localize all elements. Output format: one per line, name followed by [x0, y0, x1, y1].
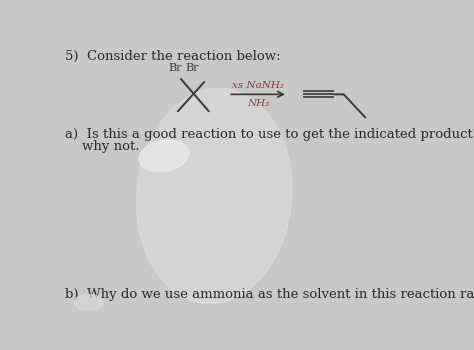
- Text: 5)  Consider the reaction below:: 5) Consider the reaction below:: [65, 50, 281, 63]
- Text: NH₃: NH₃: [247, 99, 269, 108]
- Text: xs NaNH₂: xs NaNH₂: [232, 81, 284, 90]
- Ellipse shape: [137, 89, 292, 303]
- Text: why not.: why not.: [65, 140, 140, 153]
- Text: b)  Why do we use ammonia as the solvent in this reaction rather than water?: b) Why do we use ammonia as the solvent …: [65, 288, 474, 301]
- Ellipse shape: [139, 140, 189, 172]
- Text: a)  Is this a good reaction to use to get the indicated product? Explain why or: a) Is this a good reaction to use to get…: [65, 128, 474, 141]
- Text: Br: Br: [185, 63, 199, 73]
- Ellipse shape: [74, 295, 103, 310]
- Text: Br: Br: [169, 63, 182, 73]
